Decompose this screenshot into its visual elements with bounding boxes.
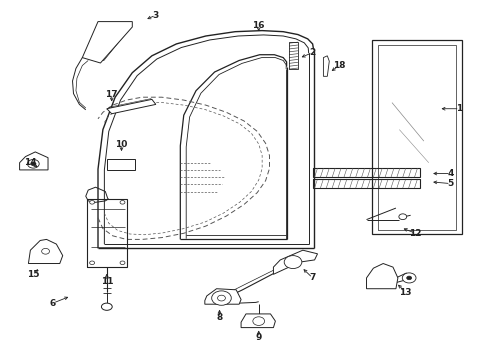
Text: 2: 2	[310, 48, 316, 57]
Circle shape	[27, 159, 39, 168]
Text: 8: 8	[217, 313, 222, 322]
Text: 13: 13	[399, 288, 412, 297]
Circle shape	[212, 291, 231, 305]
Circle shape	[284, 256, 302, 269]
Circle shape	[120, 201, 125, 204]
Circle shape	[253, 317, 265, 325]
Text: 5: 5	[448, 179, 454, 188]
Text: 12: 12	[409, 229, 422, 238]
Text: 15: 15	[27, 270, 40, 279]
Text: 10: 10	[115, 140, 128, 149]
Circle shape	[42, 248, 49, 254]
Circle shape	[407, 276, 412, 280]
Text: 18: 18	[333, 61, 345, 70]
Bar	[289, 42, 298, 69]
Text: 16: 16	[252, 21, 265, 30]
Polygon shape	[107, 99, 156, 114]
Polygon shape	[82, 22, 132, 63]
Circle shape	[90, 201, 95, 204]
Polygon shape	[205, 289, 241, 304]
Polygon shape	[20, 152, 48, 170]
Text: 9: 9	[255, 333, 262, 342]
Polygon shape	[323, 56, 329, 76]
Circle shape	[90, 261, 95, 265]
Polygon shape	[372, 40, 462, 234]
Text: 1: 1	[457, 104, 463, 113]
Text: 11: 11	[100, 277, 113, 286]
Circle shape	[218, 295, 225, 301]
Circle shape	[402, 273, 416, 283]
Text: 3: 3	[153, 10, 159, 19]
Text: 17: 17	[105, 90, 118, 99]
Circle shape	[399, 214, 407, 220]
Polygon shape	[273, 250, 318, 274]
Polygon shape	[28, 239, 63, 264]
Text: 14: 14	[24, 158, 37, 167]
Polygon shape	[241, 314, 275, 328]
Bar	[107, 159, 135, 170]
Text: 6: 6	[50, 299, 56, 307]
Polygon shape	[367, 264, 398, 289]
Text: 4: 4	[447, 169, 454, 178]
Text: 7: 7	[309, 274, 316, 282]
Circle shape	[120, 261, 125, 265]
Ellipse shape	[101, 303, 112, 310]
Circle shape	[31, 162, 36, 166]
